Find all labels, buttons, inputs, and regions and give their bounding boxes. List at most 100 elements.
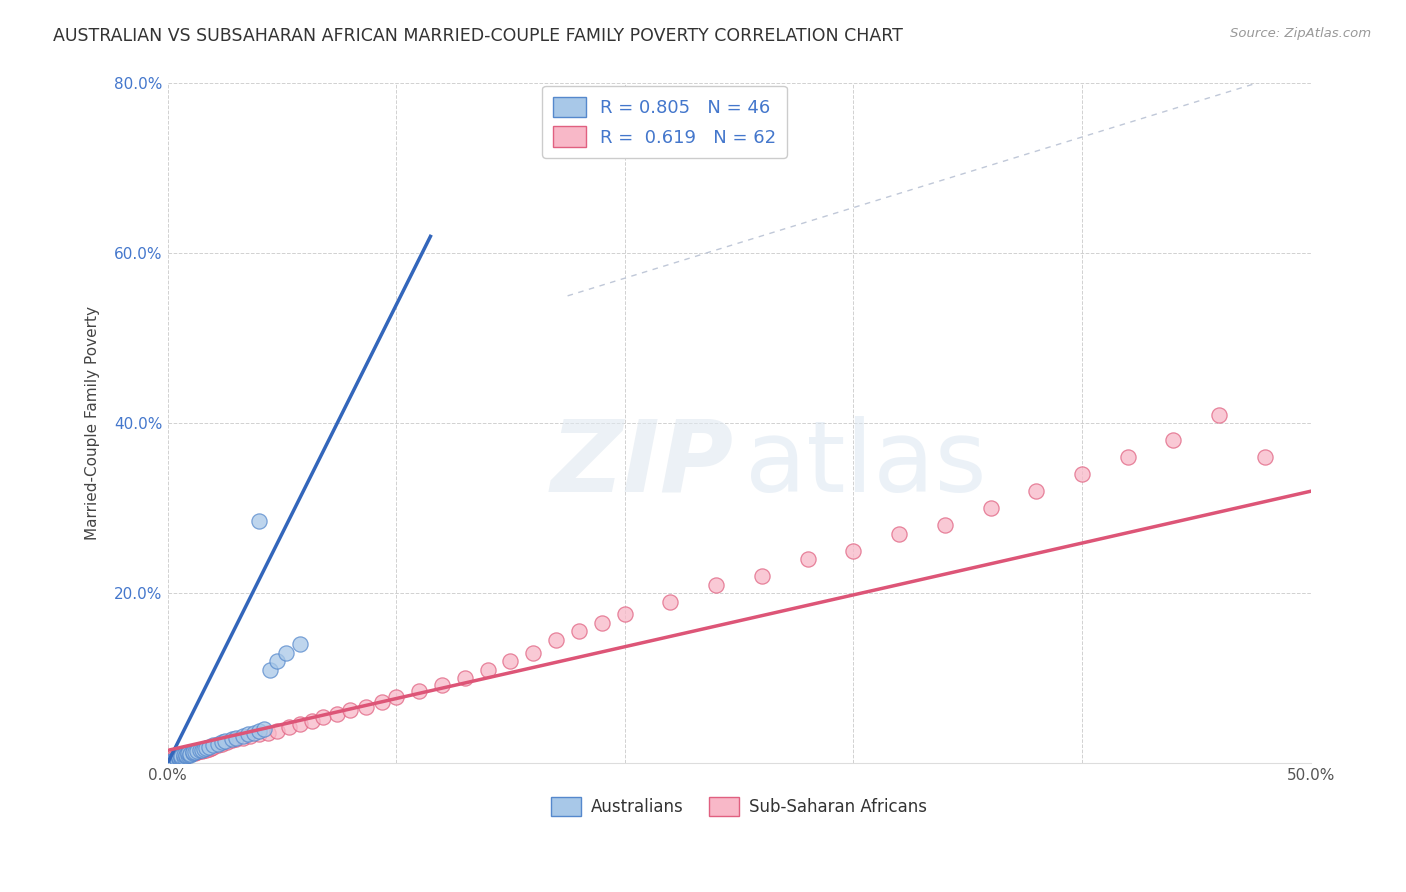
Point <box>207 737 229 751</box>
Point <box>170 749 193 764</box>
Point <box>887 526 910 541</box>
Point <box>170 749 193 764</box>
Point <box>225 732 247 747</box>
Point <box>842 543 865 558</box>
Point <box>188 744 211 758</box>
Y-axis label: Married-Couple Family Poverty: Married-Couple Family Poverty <box>86 306 100 541</box>
Point <box>477 663 499 677</box>
Point <box>195 740 218 755</box>
Point <box>181 745 204 759</box>
Point <box>371 695 394 709</box>
Point <box>211 735 233 749</box>
Point <box>179 748 201 763</box>
Point <box>247 727 270 741</box>
Point <box>339 703 361 717</box>
Point <box>385 690 408 704</box>
Point <box>288 637 311 651</box>
Point <box>174 749 197 764</box>
Point <box>659 595 682 609</box>
Point <box>191 742 214 756</box>
Point <box>211 737 233 751</box>
Point <box>252 722 274 736</box>
Point <box>193 743 215 757</box>
Point <box>546 632 568 647</box>
Point <box>166 750 188 764</box>
Point <box>1025 484 1047 499</box>
Point <box>613 136 636 150</box>
Point <box>186 745 208 759</box>
Point <box>181 746 204 760</box>
Point <box>179 747 201 761</box>
Point <box>170 750 193 764</box>
Point <box>173 748 195 763</box>
Point <box>184 745 207 759</box>
Point <box>167 752 190 766</box>
Point <box>356 700 378 714</box>
Point <box>259 663 281 677</box>
Point <box>166 753 188 767</box>
Point <box>266 723 288 738</box>
Point <box>184 746 207 760</box>
Point <box>221 732 243 747</box>
Point <box>225 731 247 746</box>
Text: Source: ZipAtlas.com: Source: ZipAtlas.com <box>1230 27 1371 40</box>
Point <box>167 749 190 764</box>
Point <box>301 714 323 728</box>
Point <box>499 654 522 668</box>
Point <box>239 729 262 743</box>
Point <box>181 746 204 760</box>
Point <box>522 646 544 660</box>
Point <box>197 739 219 754</box>
Point <box>174 747 197 762</box>
Text: AUSTRALIAN VS SUBSAHARAN AFRICAN MARRIED-COUPLE FAMILY POVERTY CORRELATION CHART: AUSTRALIAN VS SUBSAHARAN AFRICAN MARRIED… <box>53 27 903 45</box>
Point <box>202 739 225 753</box>
Point <box>167 751 190 765</box>
Point <box>1254 450 1277 465</box>
Point <box>160 752 183 766</box>
Point <box>163 751 186 765</box>
Point <box>195 742 218 756</box>
Point <box>454 671 477 685</box>
Point <box>186 744 208 758</box>
Point <box>191 744 214 758</box>
Point <box>163 754 186 768</box>
Point <box>288 717 311 731</box>
Point <box>325 706 347 721</box>
Point <box>568 624 591 639</box>
Point <box>408 684 430 698</box>
Point <box>247 723 270 738</box>
Point <box>160 755 183 769</box>
Point <box>177 747 200 762</box>
Point <box>207 739 229 753</box>
Point <box>934 518 956 533</box>
Point <box>193 741 215 756</box>
Point <box>179 747 201 761</box>
Point <box>243 725 266 739</box>
Point <box>704 578 727 592</box>
Point <box>979 501 1001 516</box>
Point <box>188 743 211 757</box>
Point <box>177 747 200 762</box>
Point <box>163 753 186 767</box>
Point <box>170 751 193 765</box>
Point <box>277 721 299 735</box>
Point <box>1208 408 1230 422</box>
Point <box>430 678 453 692</box>
Point <box>221 733 243 747</box>
Point <box>257 725 280 739</box>
Point <box>200 740 222 755</box>
Point <box>160 754 183 768</box>
Point <box>202 739 225 754</box>
Legend: Australians, Sub-Saharan Africans: Australians, Sub-Saharan Africans <box>544 790 934 822</box>
Point <box>174 747 197 762</box>
Point <box>591 615 613 630</box>
Point <box>312 710 335 724</box>
Point <box>167 750 190 764</box>
Point <box>177 746 200 760</box>
Point <box>613 607 636 622</box>
Point <box>173 748 195 763</box>
Point <box>276 646 298 660</box>
Point <box>197 741 219 756</box>
Point <box>266 654 288 668</box>
Point <box>1071 467 1094 482</box>
